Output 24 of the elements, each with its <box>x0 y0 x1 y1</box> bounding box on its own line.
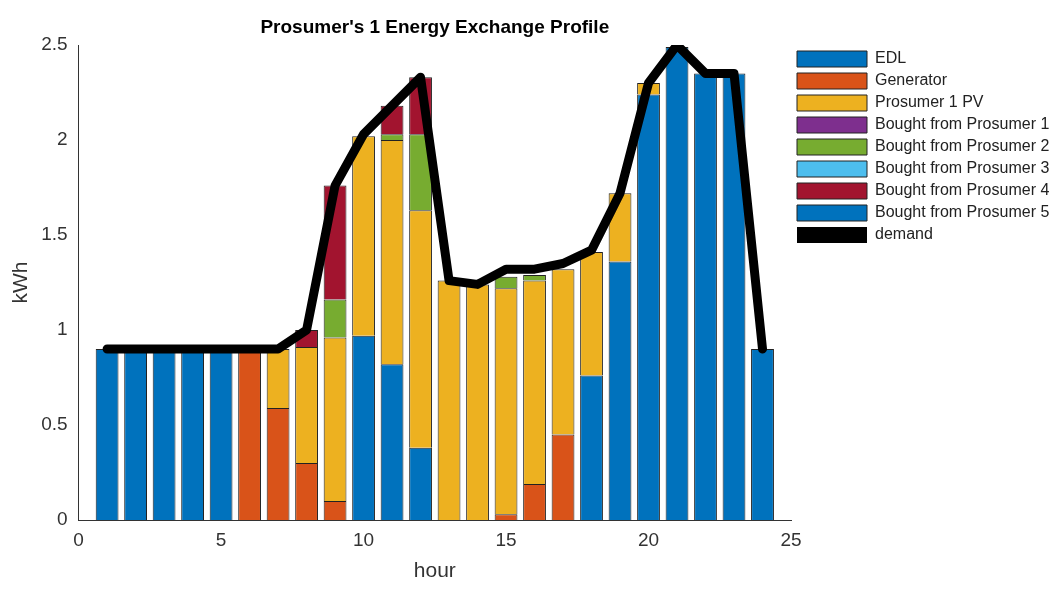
y-tick-label: 2 <box>57 128 68 150</box>
legend-label: demand <box>875 225 933 243</box>
y-tick-label: 0.5 <box>41 413 68 435</box>
legend-label: EDL <box>875 49 907 67</box>
chart-title: Prosumer's 1 Energy Exchange Profile <box>260 15 610 37</box>
x-tick-label: 25 <box>780 528 802 550</box>
legend-label: Bought from Prosumer 3 <box>875 159 1050 177</box>
x-tick-label: 15 <box>495 528 517 550</box>
x-tick-label: 10 <box>353 528 375 550</box>
y-tick-label: 1.5 <box>41 223 68 245</box>
x-tick-label: 0 <box>73 528 84 550</box>
y-axis-title: kWh <box>8 261 32 304</box>
y-tick-label: 0 <box>57 508 68 530</box>
legend-label: Bought from Prosumer 1 <box>875 115 1050 133</box>
legend-label: Generator <box>875 71 948 89</box>
y-tick-label: 1 <box>57 318 68 340</box>
x-tick-label: 20 <box>637 528 660 550</box>
legend-label: Prosumer 1 PV <box>875 93 984 111</box>
legend-label: Bought from Prosumer 2 <box>875 137 1050 155</box>
y-tick-label: 2.5 <box>41 33 68 55</box>
legend-label: Bought from Prosumer 5 <box>875 203 1050 221</box>
legend-label: Bought from Prosumer 4 <box>875 181 1050 199</box>
x-tick-label: 5 <box>215 528 227 550</box>
x-axis-title: hour <box>413 558 456 582</box>
